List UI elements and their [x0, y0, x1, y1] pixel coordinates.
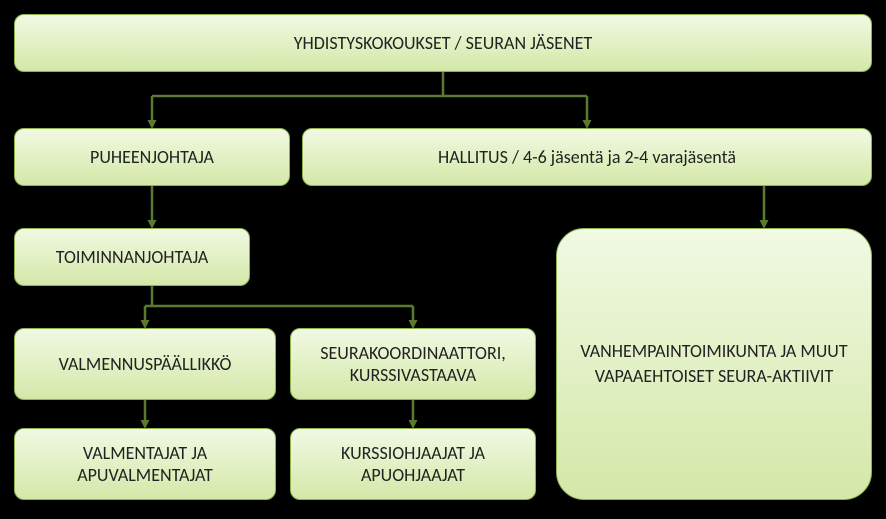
node-toiminnanjohtaja: TOIMINNANJOHTAJA — [14, 228, 250, 286]
node-top-label: YHDISTYSKOKOUKSET / SEURAN JÄSENET — [294, 32, 592, 54]
node-kurssiohjaajat-label: KURSSIOHJAAJAT JA APUOHJAAJAT — [301, 442, 525, 487]
node-hallitus: HALLITUS / 4-6 jäsentä ja 2-4 varajäsent… — [302, 128, 872, 186]
node-valmentajat: VALMENTAJAT JA APUVALMENTAJAT — [14, 428, 276, 500]
node-seurakoordinaattori-label: SEURAKOORDINAATTORI, KURSSIVASTAAVA — [301, 342, 525, 387]
node-kurssiohjaajat: KURSSIOHJAAJAT JA APUOHJAAJAT — [290, 428, 536, 500]
node-puheenjohtaja: PUHEENJOHTAJA — [14, 128, 290, 186]
node-valmentajat-label: VALMENTAJAT JA APUVALMENTAJAT — [25, 442, 265, 487]
node-valmennuspaallikko: VALMENNUSPÄÄLLIKKÖ — [14, 328, 276, 400]
node-valmennuspaallikko-label: VALMENNUSPÄÄLLIKKÖ — [59, 353, 232, 375]
node-vanhempaintoimikunta-label: VANHEMPAINTOIMIKUNTA JA MUUT VAPAAEHTOIS… — [567, 339, 861, 389]
node-seurakoordinaattori: SEURAKOORDINAATTORI, KURSSIVASTAAVA — [290, 328, 536, 400]
node-vanhempaintoimikunta: VANHEMPAINTOIMIKUNTA JA MUUT VAPAAEHTOIS… — [556, 228, 872, 500]
node-top: YHDISTYSKOKOUKSET / SEURAN JÄSENET — [14, 14, 872, 72]
node-hallitus-label: HALLITUS / 4-6 jäsentä ja 2-4 varajäsent… — [438, 146, 736, 168]
node-toiminnanjohtaja-label: TOIMINNANJOHTAJA — [56, 246, 209, 268]
node-puheenjohtaja-label: PUHEENJOHTAJA — [90, 146, 214, 168]
